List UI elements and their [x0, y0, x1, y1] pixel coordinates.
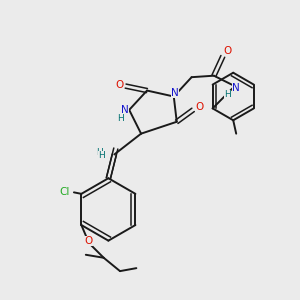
- Text: N: N: [171, 88, 179, 98]
- Text: H: H: [118, 114, 124, 123]
- Text: H: H: [96, 148, 103, 158]
- Text: O: O: [116, 80, 124, 90]
- Text: O: O: [85, 236, 93, 246]
- Text: N: N: [121, 105, 129, 115]
- Text: O: O: [195, 102, 203, 112]
- Text: O: O: [223, 46, 231, 56]
- Text: H: H: [224, 90, 231, 99]
- Text: H: H: [98, 152, 105, 160]
- Text: N: N: [232, 82, 240, 93]
- Text: Cl: Cl: [60, 187, 70, 197]
